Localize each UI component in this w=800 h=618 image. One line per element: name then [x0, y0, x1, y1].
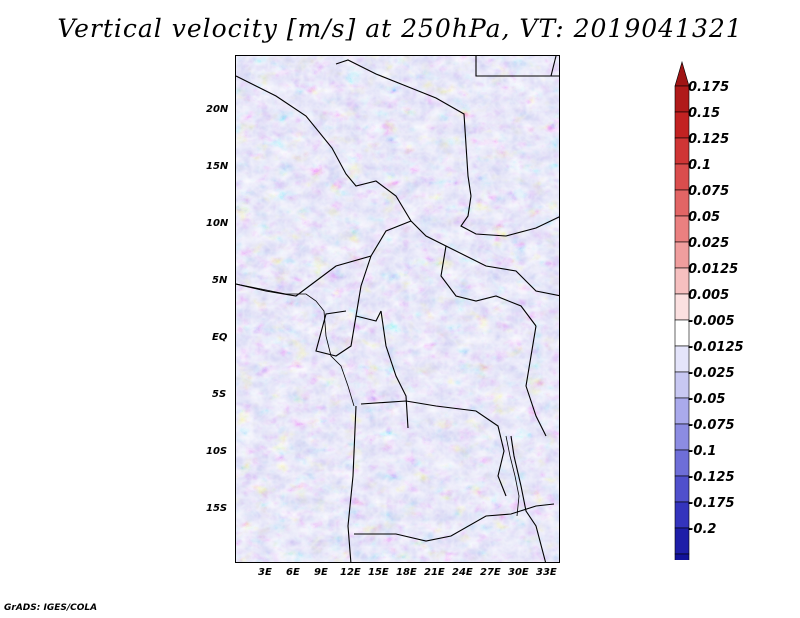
lon-label: 33E — [536, 567, 557, 578]
colorbar-swatch — [674, 553, 690, 560]
country-borders — [236, 56, 559, 562]
lon-label: 3E — [258, 567, 272, 578]
colorbar-label: -0.125 — [688, 470, 735, 485]
colorbar-label: 0.175 — [688, 80, 730, 95]
colorbar-top-arrow — [674, 60, 690, 87]
colorbar-label: -0.1 — [688, 444, 717, 459]
colorbar-swatch — [674, 267, 690, 295]
velocity-texture — [236, 56, 559, 562]
lat-label: 5N — [212, 275, 228, 286]
colorbar-swatch — [674, 449, 690, 477]
colorbar-swatch — [674, 215, 690, 243]
colorbar-label: -0.025 — [688, 366, 735, 381]
map-plot-area — [235, 55, 560, 563]
lat-label: EQ — [212, 332, 228, 343]
colorbar-label: -0.0125 — [688, 340, 744, 355]
lon-label: 18E — [396, 567, 417, 578]
colorbar-label: 0.075 — [688, 184, 730, 199]
lon-label: 24E — [452, 567, 473, 578]
colorbar-swatch — [674, 397, 690, 425]
lon-label: 15E — [368, 567, 389, 578]
map-title: Vertical velocity [m/s] at 250hPa, VT: 2… — [57, 14, 743, 43]
colorbar-swatch — [674, 111, 690, 139]
lat-label: 5S — [212, 389, 227, 400]
coastlines — [236, 283, 520, 517]
colorbar-label: -0.175 — [688, 496, 735, 511]
colorbar-label: -0.2 — [688, 522, 717, 537]
lon-label: 6E — [286, 567, 300, 578]
colorbar-swatch — [674, 241, 690, 269]
colorbar-label: 0.05 — [688, 210, 721, 225]
colorbar-swatch — [674, 501, 690, 529]
colorbar-label: 0.1 — [688, 158, 712, 173]
colorbar-swatch — [674, 319, 690, 347]
lat-label: 15S — [206, 503, 228, 514]
colorbar-swatch — [674, 163, 690, 191]
colorbar-label: 0.025 — [688, 236, 730, 251]
colorbar-label: -0.005 — [688, 314, 735, 329]
colorbar-swatch — [674, 293, 690, 321]
colorbar-swatch — [674, 85, 690, 113]
colorbar-swatch — [674, 137, 690, 165]
lon-label: 30E — [508, 567, 529, 578]
colorbar-swatch — [674, 371, 690, 399]
colorbar-swatch — [674, 345, 690, 373]
lon-label: 9E — [314, 567, 328, 578]
colorbar-label: 0.125 — [688, 132, 730, 147]
colorbar-swatch — [674, 475, 690, 503]
vertical-velocity-field — [236, 56, 559, 562]
colorbar-label: 0.15 — [688, 106, 721, 121]
colorbar-label: -0.05 — [688, 392, 726, 407]
colorbar-swatch — [674, 189, 690, 217]
colorbar-swatch — [674, 423, 690, 451]
lat-label: 10N — [206, 218, 229, 229]
colorbar-label: 0.0125 — [688, 262, 739, 277]
colorbar-label: 0.005 — [688, 288, 730, 303]
colorbar — [674, 60, 690, 560]
lat-label: 15N — [206, 161, 229, 172]
lat-label: 20N — [206, 104, 229, 115]
lon-label: 21E — [424, 567, 445, 578]
colorbar-swatch — [674, 527, 690, 555]
lat-label: 10S — [206, 446, 228, 457]
grads-credit: GrADS: IGES/COLA — [4, 603, 98, 613]
lon-label: 27E — [480, 567, 501, 578]
lon-label: 12E — [340, 567, 361, 578]
colorbar-label: -0.075 — [688, 418, 735, 433]
